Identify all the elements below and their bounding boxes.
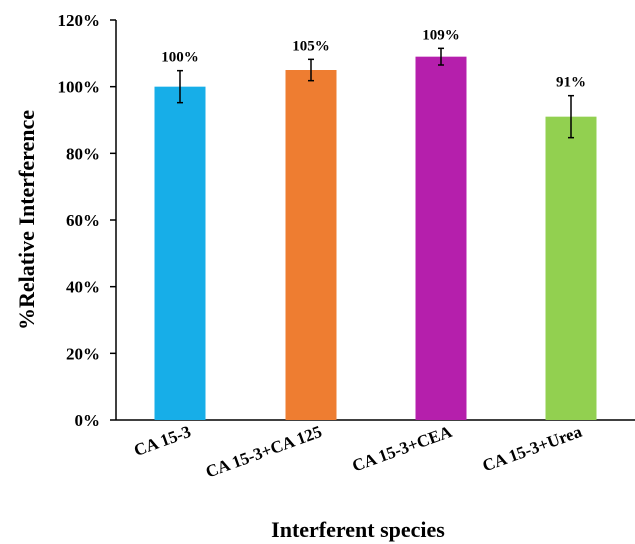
y-axis-title: %Relative Interference [14, 110, 39, 330]
bar [285, 70, 337, 420]
error-bar [177, 69, 183, 104]
bars [154, 56, 597, 421]
y-ticks: 0% 20% 40% 60% 80% 100% 120% [58, 11, 116, 430]
y-tick-label: 40% [66, 278, 100, 297]
error-bar [568, 94, 574, 139]
y-tick-label: 100% [58, 78, 101, 97]
value-labels: 100% 105% 109% 91% [161, 27, 586, 90]
data-label: 105% [292, 38, 330, 54]
y-tick-label: 20% [66, 344, 100, 363]
x-tick-label: CA 15-3 [131, 422, 193, 460]
error-bars [177, 47, 574, 139]
data-label: 91% [556, 75, 586, 91]
bar [154, 86, 206, 421]
y-tick-label: 80% [66, 144, 100, 163]
x-axis-title: Interferent species [271, 517, 445, 542]
data-label: 100% [161, 50, 199, 66]
x-tick-label: CA 15-3+CEA [350, 422, 455, 476]
x-tick-labels: CA 15-3 CA 15-3+CA 125 CA 15-3+CEA CA 15-3+… [131, 422, 584, 482]
error-bar [308, 58, 314, 82]
x-tick-label: CA 15-3+Urea [480, 422, 585, 476]
y-tick-label: 0% [75, 411, 101, 430]
y-tick-label: 60% [66, 211, 100, 230]
data-label: 109% [422, 27, 460, 43]
x-tick-label: CA 15-3+CA 125 [203, 422, 324, 482]
y-tick-label: 120% [58, 11, 101, 30]
bar [545, 116, 597, 421]
error-bar [438, 47, 444, 66]
bar [415, 56, 467, 421]
